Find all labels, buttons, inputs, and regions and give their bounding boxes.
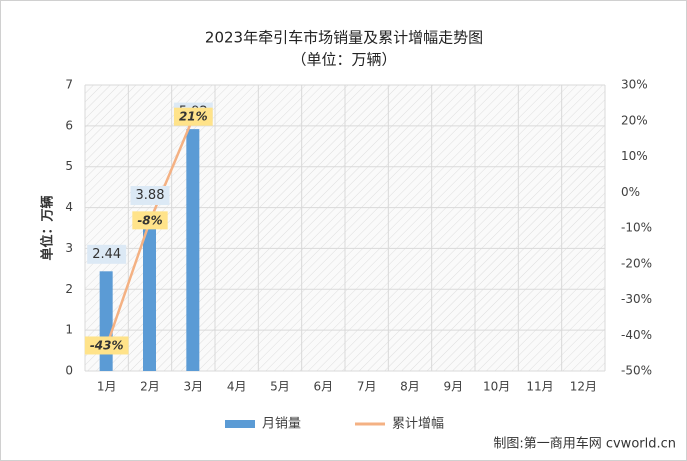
source: 制图:第一商用车网 cvworld.cn: [493, 436, 676, 452]
data-label-box: [130, 185, 170, 205]
y2-tick-label: 20%: [621, 113, 648, 127]
y-tick-label: 0: [65, 364, 73, 378]
data-label: -43%: [84, 336, 129, 355]
data-label-box: [84, 336, 129, 355]
data-label-box: [87, 244, 127, 264]
y-tick-label: 3: [65, 241, 73, 255]
x-tick-label: 11月: [526, 380, 553, 394]
x-tick-label: 3月: [184, 380, 204, 394]
y2-tick-label: -50%: [621, 364, 652, 378]
data-label-box: [173, 107, 213, 126]
x-tick-label: 5月: [270, 380, 290, 394]
legend-label: 月销量: [262, 417, 301, 432]
x-tick-label: 12月: [570, 380, 597, 394]
x-tick-label: 6月: [314, 380, 334, 394]
y-axis-label: 单位：万辆: [40, 195, 56, 260]
y2-tick-label: 30%: [621, 78, 648, 92]
y2-tick-label: 10%: [621, 149, 648, 163]
chart-subtitle: （单位：万辆）: [291, 51, 396, 69]
data-label: -8%: [132, 211, 168, 230]
data-label-text: 3.88: [136, 188, 165, 203]
y2-tick-label: 0%: [621, 185, 640, 199]
x-tick-label: 8月: [400, 380, 420, 394]
y-tick-label: 4: [65, 200, 73, 214]
bar: [186, 129, 200, 371]
x-tick-label: 1月: [97, 380, 117, 394]
y2-tick-label: -10%: [621, 221, 652, 235]
data-label-box: [132, 211, 168, 230]
data-label-text: 21%: [179, 110, 208, 124]
y2-tick-label: -40%: [621, 328, 652, 342]
x-tick-label: 7月: [357, 380, 377, 394]
bar: [143, 212, 156, 371]
y2-tick-label: -30%: [621, 292, 652, 306]
y2-tick-label: -20%: [621, 256, 652, 270]
data-label-text: 2.44: [92, 247, 121, 262]
data-label: 3.88: [130, 185, 170, 205]
y-tick-label: 5: [65, 159, 73, 173]
data-label: 21%: [173, 107, 213, 126]
data-label-text: -8%: [137, 213, 162, 227]
data-label-text: -43%: [90, 338, 124, 352]
x-tick-label: 2月: [140, 380, 160, 394]
y-tick-label: 7: [65, 78, 73, 92]
data-label: 2.44: [87, 244, 127, 264]
x-tick-label: 4月: [227, 380, 247, 394]
legend-swatch: [225, 420, 255, 428]
x-tick-label: 9月: [444, 380, 464, 394]
y-tick-label: 2: [65, 282, 73, 296]
y-tick-label: 6: [65, 118, 73, 132]
y-tick-label: 1: [65, 323, 73, 337]
plot: 0 1 2 3 4 5 6 7 -50% -40% -30% -20% -10% 0% 10% 20% 30% 1…: [65, 78, 652, 432]
legend-label: 累计增幅: [392, 417, 444, 432]
x-tick-label: 10月: [483, 380, 510, 394]
bar: [99, 271, 113, 371]
chart-title: 2023年牵引车市场销量及累计增幅走势图: [205, 29, 483, 47]
